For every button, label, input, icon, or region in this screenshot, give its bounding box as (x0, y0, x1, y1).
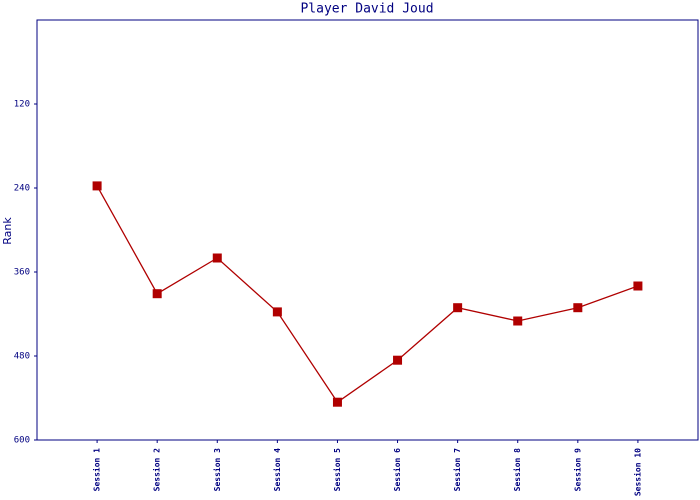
x-tick-label: Session 4 (272, 448, 282, 492)
point-marker (513, 316, 523, 326)
x-tick-label: Session 5 (332, 448, 342, 492)
point-marker (453, 303, 463, 313)
point-marker (633, 281, 643, 291)
y-tick-label: 600 (14, 436, 30, 446)
x-tick-label: Session 9 (572, 448, 582, 492)
y-tick-label: 120 (14, 100, 30, 110)
x-tick-label: Session 7 (452, 448, 462, 492)
y-tick-label: 480 (14, 352, 30, 362)
point-marker (92, 181, 102, 191)
y-tick-label: 240 (14, 184, 30, 194)
y-axis-label: Rank (1, 217, 14, 245)
x-tick-label: Session 10 (632, 448, 642, 496)
point-marker (332, 397, 342, 407)
plot-frame (36, 19, 699, 441)
chart-title: Player David Joud (300, 2, 433, 17)
point-marker (272, 307, 282, 317)
point-marker (393, 355, 403, 365)
x-tick-label: Session 3 (212, 448, 222, 492)
y-tick-label: 360 (14, 268, 30, 278)
point-marker (212, 253, 222, 263)
point-marker (152, 289, 162, 299)
series-line (96, 185, 639, 404)
x-tick-label: Session 8 (512, 448, 522, 492)
point-marker (573, 303, 583, 313)
x-tick-label: Session 6 (392, 448, 402, 492)
x-tick-label: Session 1 (92, 448, 102, 492)
x-tick-label: Session 2 (152, 448, 162, 492)
